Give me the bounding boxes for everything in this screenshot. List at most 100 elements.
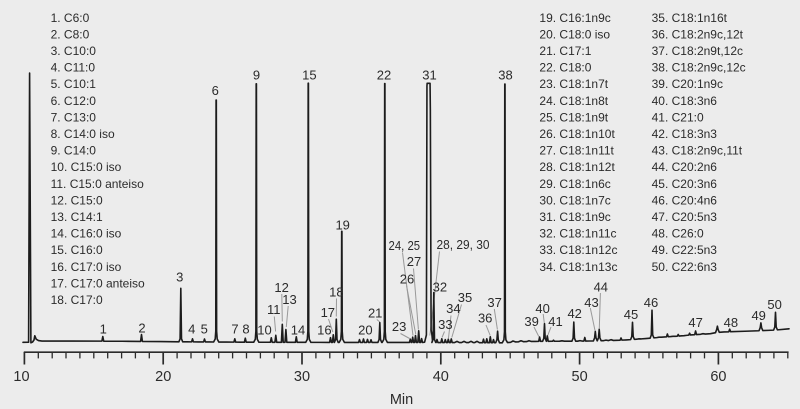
svg-text:42. C18:3n3: 42. C18:3n3	[652, 127, 718, 141]
svg-text:19. C16:1n9c: 19. C16:1n9c	[539, 11, 610, 25]
svg-text:50: 50	[767, 297, 781, 312]
svg-text:44. C20:2n6: 44. C20:2n6	[652, 160, 718, 174]
svg-text:17. C17:0 anteiso: 17. C17:0 anteiso	[51, 276, 145, 290]
svg-text:9: 9	[253, 68, 260, 83]
svg-text:21. C17:1: 21. C17:1	[539, 44, 591, 58]
svg-text:11: 11	[267, 302, 281, 317]
svg-text:7: 7	[231, 322, 238, 337]
svg-text:26. C18:1n10t: 26. C18:1n10t	[539, 127, 615, 141]
svg-text:23. C18:1n7t: 23. C18:1n7t	[539, 77, 608, 91]
svg-text:47: 47	[688, 315, 702, 330]
svg-text:22: 22	[377, 67, 391, 82]
svg-text:37. C18:2n9t,12c: 37. C18:2n9t,12c	[652, 44, 743, 58]
svg-text:42: 42	[567, 306, 581, 321]
svg-text:10: 10	[13, 369, 29, 385]
svg-text:40: 40	[535, 301, 549, 316]
svg-text:9. C14:0: 9. C14:0	[51, 144, 97, 158]
svg-text:23: 23	[392, 319, 406, 334]
svg-text:10: 10	[257, 323, 271, 338]
svg-text:6. C12:0: 6. C12:0	[51, 94, 97, 108]
svg-text:Min: Min	[390, 392, 413, 408]
svg-text:16. C17:0 iso: 16. C17:0 iso	[51, 260, 122, 274]
svg-text:36. C18:2n9c,12t: 36. C18:2n9c,12t	[652, 27, 744, 41]
svg-text:8: 8	[242, 322, 249, 337]
svg-text:25. C18:1n9t: 25. C18:1n9t	[539, 110, 608, 124]
svg-text:43. C18:2n9c,11t: 43. C18:2n9c,11t	[652, 144, 743, 158]
svg-text:1. C6:0: 1. C6:0	[51, 11, 90, 25]
svg-text:31: 31	[422, 67, 436, 82]
svg-text:28. C18:1n12t: 28. C18:1n12t	[539, 160, 615, 174]
svg-text:30: 30	[294, 369, 310, 385]
svg-text:50: 50	[572, 369, 588, 385]
svg-text:39. C20:1n9c: 39. C20:1n9c	[652, 77, 723, 91]
svg-text:2. C8:0: 2. C8:0	[51, 27, 90, 41]
svg-text:21: 21	[368, 306, 382, 321]
svg-text:14: 14	[291, 323, 305, 338]
svg-text:46. C20:4n6: 46. C20:4n6	[652, 193, 718, 207]
svg-text:40: 40	[433, 369, 449, 385]
svg-text:2: 2	[138, 321, 145, 336]
svg-text:20: 20	[155, 369, 171, 385]
svg-text:18: 18	[329, 284, 343, 299]
svg-text:30. C18:1n7c: 30. C18:1n7c	[539, 193, 610, 207]
svg-text:5: 5	[201, 322, 208, 337]
svg-text:20. C18:0 iso: 20. C18:0 iso	[539, 27, 610, 41]
svg-text:32: 32	[433, 280, 447, 295]
svg-text:24, 25: 24, 25	[389, 238, 421, 253]
svg-text:60: 60	[710, 369, 726, 385]
svg-text:36: 36	[478, 311, 492, 326]
svg-text:33. C18:1n12c: 33. C18:1n12c	[539, 243, 617, 257]
svg-text:8. C14:0 iso: 8. C14:0 iso	[51, 127, 115, 141]
svg-text:34. C18:1n13c: 34. C18:1n13c	[539, 260, 617, 274]
svg-text:7. C13:0: 7. C13:0	[51, 110, 97, 124]
svg-text:12. C15:0: 12. C15:0	[51, 193, 103, 207]
svg-text:38. C18:2n9c,12c: 38. C18:2n9c,12c	[652, 61, 746, 75]
svg-text:4: 4	[188, 322, 195, 337]
svg-text:41. C21:0: 41. C21:0	[652, 110, 704, 124]
svg-text:16: 16	[317, 323, 331, 338]
svg-text:38: 38	[498, 67, 512, 82]
svg-text:45. C20:3n6: 45. C20:3n6	[652, 177, 718, 191]
svg-text:17: 17	[321, 305, 335, 320]
svg-text:49: 49	[751, 308, 765, 323]
svg-text:14. C16:0 iso: 14. C16:0 iso	[51, 227, 122, 241]
svg-text:34: 34	[446, 301, 460, 316]
svg-text:3. C10:0: 3. C10:0	[51, 44, 97, 58]
svg-text:28, 29, 30: 28, 29, 30	[437, 237, 490, 252]
svg-text:4. C11:0: 4. C11:0	[51, 61, 96, 75]
svg-text:32. C18:1n11c: 32. C18:1n11c	[539, 227, 616, 241]
svg-text:48: 48	[724, 315, 738, 330]
svg-text:31. C18:1n9c: 31. C18:1n9c	[539, 210, 610, 224]
svg-text:35: 35	[458, 290, 472, 305]
svg-text:46: 46	[644, 295, 658, 310]
svg-text:40. C18:3n6: 40. C18:3n6	[652, 94, 718, 108]
svg-text:13: 13	[282, 292, 296, 307]
svg-text:20: 20	[358, 323, 372, 338]
svg-text:13. C14:1: 13. C14:1	[51, 210, 103, 224]
svg-text:5. C10:1: 5. C10:1	[51, 77, 97, 91]
svg-text:27: 27	[407, 254, 421, 269]
svg-text:35. C18:1n16t: 35. C18:1n16t	[652, 11, 728, 25]
svg-text:44: 44	[594, 280, 608, 295]
svg-text:33: 33	[438, 317, 452, 332]
svg-text:15. C16:0: 15. C16:0	[51, 243, 103, 257]
svg-text:12: 12	[274, 280, 288, 295]
svg-text:50. C22:6n3: 50. C22:6n3	[652, 260, 718, 274]
svg-text:19: 19	[335, 218, 349, 233]
svg-text:29. C18:1n6c: 29. C18:1n6c	[539, 177, 610, 191]
svg-text:45: 45	[624, 307, 638, 322]
svg-text:43: 43	[584, 295, 598, 310]
svg-text:6: 6	[212, 83, 219, 98]
svg-text:24. C18:1n8t: 24. C18:1n8t	[539, 94, 608, 108]
svg-text:26: 26	[400, 271, 414, 286]
svg-text:27. C18:1n11t: 27. C18:1n11t	[539, 144, 614, 158]
svg-text:1: 1	[100, 322, 107, 337]
svg-text:3: 3	[176, 270, 183, 285]
svg-text:49. C22:5n3: 49. C22:5n3	[652, 243, 718, 257]
svg-text:15: 15	[302, 67, 316, 82]
svg-text:22. C18:0: 22. C18:0	[539, 61, 591, 75]
svg-text:11. C15:0 anteiso: 11. C15:0 anteiso	[51, 177, 145, 191]
svg-text:10. C15:0 iso: 10. C15:0 iso	[51, 160, 122, 174]
svg-text:48. C26:0: 48. C26:0	[652, 227, 704, 241]
svg-text:39: 39	[524, 314, 538, 329]
